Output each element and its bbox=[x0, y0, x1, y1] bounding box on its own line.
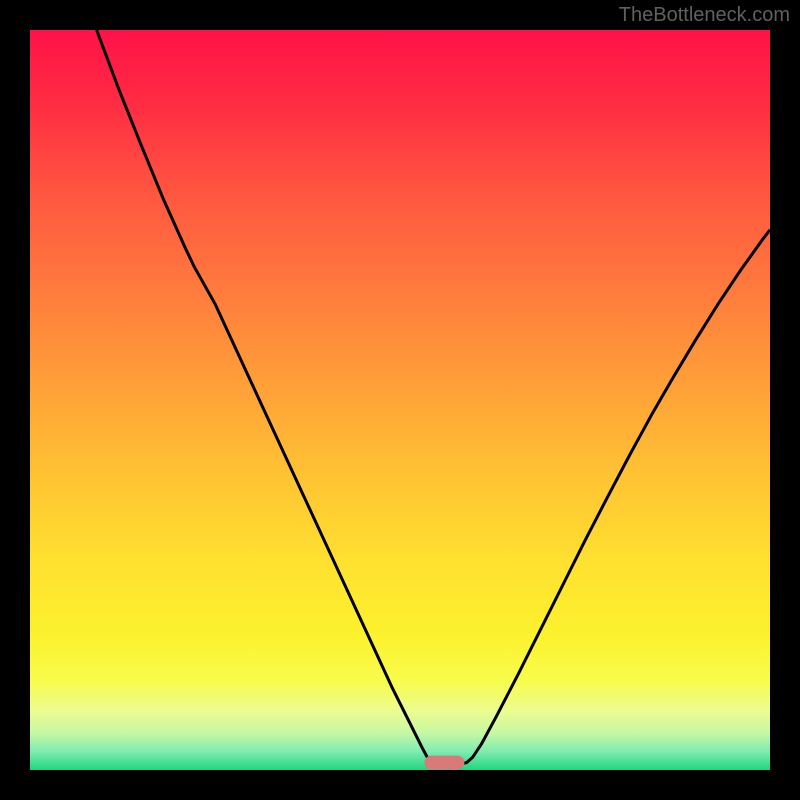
chart-svg bbox=[30, 30, 770, 770]
bottleneck-chart bbox=[30, 30, 770, 770]
watermark-text: TheBottleneck.com bbox=[619, 4, 790, 27]
optimum-marker bbox=[424, 756, 464, 770]
